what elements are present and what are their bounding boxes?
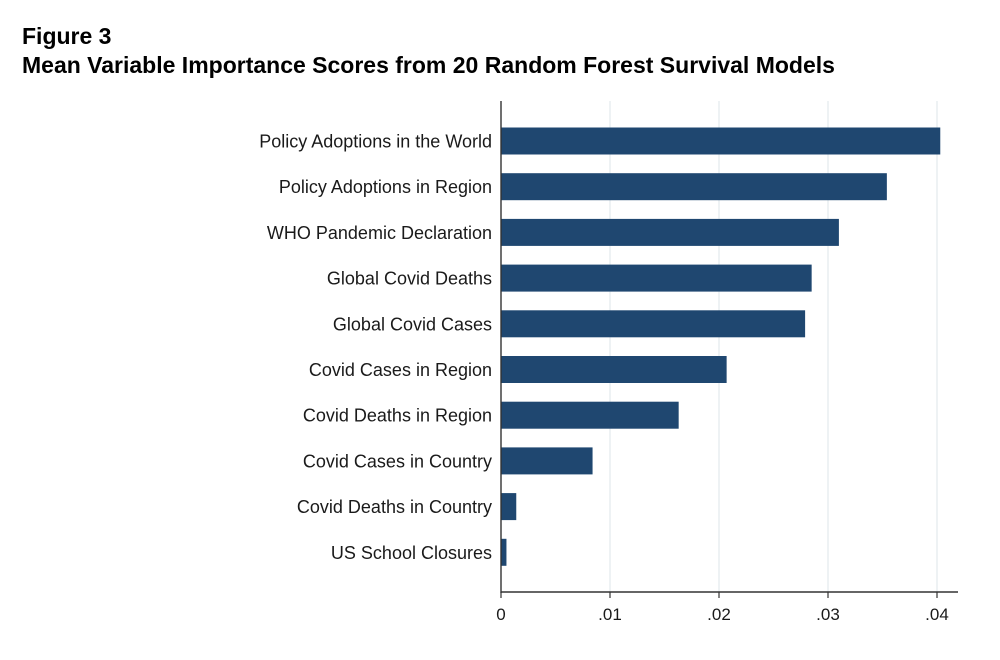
figure-number: Figure 3 bbox=[22, 23, 112, 49]
category-label-2: Policy Adoptions in Region bbox=[279, 177, 492, 197]
bar-6 bbox=[501, 356, 727, 383]
x-tick-label-2: .02 bbox=[707, 605, 731, 624]
bar-5 bbox=[501, 310, 806, 338]
figure-title: Mean Variable Importance Scores from 20 … bbox=[22, 52, 835, 78]
x-tick-label-0: 0 bbox=[496, 605, 505, 624]
bar-2 bbox=[501, 173, 887, 201]
category-label-4: Global Covid Deaths bbox=[327, 269, 492, 289]
bar-1 bbox=[501, 127, 941, 155]
category-label-1: Policy Adoptions in the World bbox=[259, 132, 492, 152]
x-tick-label-1: .01 bbox=[598, 605, 622, 624]
bar-7 bbox=[501, 401, 679, 429]
category-label-10: US School Closures bbox=[331, 543, 492, 563]
bar-8 bbox=[501, 447, 593, 475]
category-label-6: Covid Cases in Region bbox=[309, 360, 492, 380]
category-label-9: Covid Deaths in Country bbox=[297, 497, 492, 517]
bar-10 bbox=[501, 538, 507, 566]
bar-4 bbox=[501, 264, 812, 292]
category-label-8: Covid Cases in Country bbox=[303, 451, 492, 471]
category-label-5: Global Covid Cases bbox=[333, 314, 492, 334]
bar-9 bbox=[501, 493, 517, 521]
figure-heading: Figure 3 Mean Variable Importance Scores… bbox=[22, 22, 835, 80]
x-tick-label-4: .04 bbox=[925, 605, 949, 624]
bar-3 bbox=[501, 218, 839, 246]
category-label-7: Covid Deaths in Region bbox=[303, 406, 492, 426]
x-tick-label-3: .03 bbox=[816, 605, 840, 624]
category-label-3: WHO Pandemic Declaration bbox=[267, 223, 492, 243]
